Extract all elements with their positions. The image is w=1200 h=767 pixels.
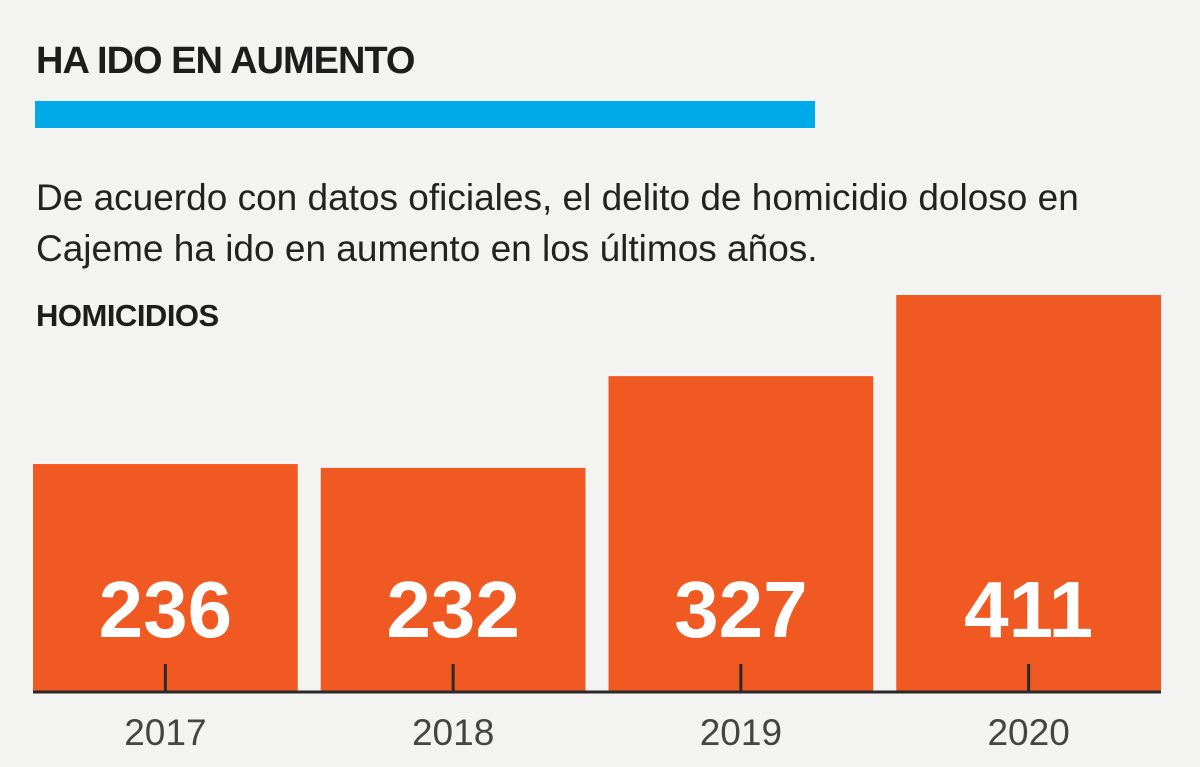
bar-2020 xyxy=(896,295,1161,692)
bar-value-label: 327 xyxy=(674,565,807,654)
bar-2017 xyxy=(33,464,298,692)
bar-2019 xyxy=(608,376,874,692)
bar-value-label: 236 xyxy=(99,565,232,654)
bar-value-label: 411 xyxy=(964,565,1093,654)
chart-heading: HOMICIDIOS xyxy=(36,298,219,333)
x-tick-label: 2018 xyxy=(412,712,494,753)
x-tick-label: 2017 xyxy=(124,712,206,753)
x-tick-label: 2019 xyxy=(700,712,782,753)
x-tick-label: 2020 xyxy=(987,712,1069,753)
bar-value-label: 232 xyxy=(386,565,519,654)
bars-group: 236 232 327 411 xyxy=(33,295,1161,692)
x-tick-labels-group: 2017 2018 2019 2020 xyxy=(124,712,1070,753)
chart-description: De acuerdo con datos oficiales, el delit… xyxy=(36,177,1079,269)
chart-title: HA IDO EN AUMENTO xyxy=(36,40,415,82)
bar-2018 xyxy=(320,467,586,692)
title-accent-rule xyxy=(35,101,815,128)
x-ticks-group xyxy=(163,664,1031,692)
